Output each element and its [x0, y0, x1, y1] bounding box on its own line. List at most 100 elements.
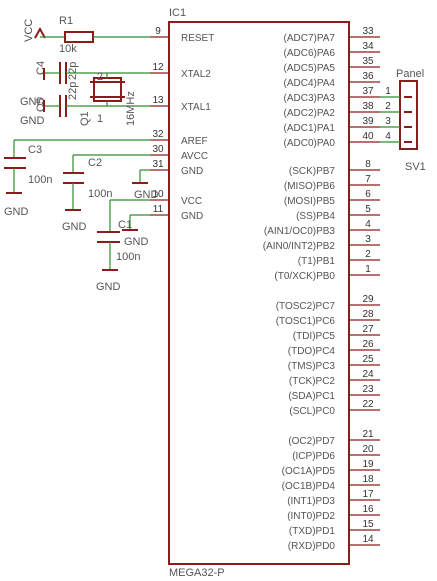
- ic-right-pin-number: 15: [362, 519, 374, 530]
- c1-value: 100n: [116, 251, 140, 263]
- ic-ref: IC1: [169, 7, 186, 19]
- ic-value: MEGA32-P: [169, 567, 225, 579]
- gnd-c3-label: GND: [4, 206, 29, 218]
- ic-right-pin-number: 22: [362, 399, 374, 410]
- ic-left-pin-number: 12: [152, 62, 164, 73]
- ic-right-pin-name: (OC2)PD7: [288, 436, 335, 447]
- ic-left-pin-name: RESET: [181, 33, 214, 44]
- ic-right-pin-number: 5: [365, 204, 371, 215]
- r1-resistor: [64, 31, 94, 43]
- ic-right-pin-number: 26: [362, 339, 374, 350]
- ic-right-pin-number: 18: [362, 474, 374, 485]
- r1-ref: R1: [59, 15, 73, 27]
- gnd-c1-label: GND: [96, 281, 121, 293]
- ic-right-pin-name: (TOSC2)PC7: [276, 301, 336, 312]
- ic-left-pin-name: XTAL2: [181, 69, 211, 80]
- ic-right-pin-name: (ADC6)PA6: [284, 48, 336, 59]
- ic-right-pin-name: (MISO)PB6: [284, 181, 336, 192]
- ic-right-pin-number: 1: [365, 264, 371, 275]
- ic-left-pin-number: 11: [153, 204, 164, 215]
- ic-right-pin-name: (ADC4)PA4: [284, 78, 336, 89]
- ic-right-pin-name: (ADC0)PA0: [284, 138, 336, 149]
- ic-right-pin-name: (AIN0/INT2)PB2: [263, 241, 336, 252]
- ic-right-pin-number: 29: [362, 294, 374, 305]
- connector-ref: SV1: [405, 161, 426, 173]
- ic-left-pins: 9 RESET 12 XTAL2 13 XTAL1 32 AREF 30 AVCC 31 GND 10 V…: [150, 26, 214, 222]
- c5-ref: C5: [35, 98, 47, 112]
- ic-right-pin-name: (INT0)PD2: [287, 511, 335, 522]
- ic-right-pin-name: (TXD)PD1: [289, 526, 336, 537]
- ic-right-pin-number: 2: [365, 249, 371, 260]
- ic-right-pin-name: (TOSC1)PC6: [276, 316, 336, 327]
- ic-right-pin-number: 14: [362, 534, 374, 545]
- connector-pin-number: 3: [385, 116, 391, 127]
- ic-left-pin-number: 13: [152, 95, 164, 106]
- connector-pin-number: 2: [385, 101, 391, 112]
- ic-right-pin-number: 27: [362, 324, 374, 335]
- ic-right-pin-number: 4: [365, 219, 371, 230]
- ic-right-pin-number: 25: [362, 354, 374, 365]
- ic-right-pin-name: (ICP)PD6: [292, 451, 335, 462]
- ic-right-pin-name: (ADC2)PA2: [284, 108, 336, 119]
- ic-right-pin-name: (OC1B)PD4: [282, 481, 336, 492]
- ic-left-pin-name: VCC: [181, 196, 202, 207]
- q1-value: 16MHz: [125, 91, 137, 126]
- ic-right-pin-number: 6: [365, 189, 371, 200]
- ic-right-pin-name: (SCK)PB7: [289, 166, 336, 177]
- connector-pins: 1 2 3 4: [380, 86, 412, 143]
- ic-right-pin-name: (OC1A)PD5: [282, 466, 336, 477]
- q1-pin2: 2: [97, 71, 103, 83]
- ic-left-pin-name: AREF: [181, 136, 208, 147]
- vcc-label: VCC: [23, 19, 35, 42]
- ic-right-pin-name: (T1)PB1: [298, 256, 336, 267]
- ic-right-pin-name: (SS)PB4: [296, 211, 335, 222]
- ic-right-pin-number: 19: [362, 459, 374, 470]
- ic-right-pin-number: 24: [362, 369, 374, 380]
- ic-right-pin-name: (ADC5)PA5: [284, 63, 336, 74]
- ic-right-pin-name: (TMS)PC3: [288, 361, 336, 372]
- ic-left-pin-name: GND: [181, 166, 203, 177]
- ic-right-pin-name: (INT1)PD3: [287, 496, 335, 507]
- ic-right-pin-name: (TDO)PC4: [288, 346, 336, 357]
- ic-right-pin-name: (SCL)PC0: [289, 406, 335, 417]
- ic-left-pin-number: 30: [152, 144, 164, 155]
- gnd-31-label: GND: [134, 189, 159, 201]
- c3-value: 100n: [28, 174, 52, 186]
- r1-value: 10k: [59, 43, 77, 55]
- ic-right-pin-number: 33: [362, 26, 374, 37]
- ic-right-pin-number: 38: [362, 101, 374, 112]
- ic-right-pin-number: 40: [362, 131, 374, 142]
- ic-left-pin-name: XTAL1: [181, 102, 211, 113]
- q1-ref: Q1: [79, 111, 91, 126]
- ic-left-pin-number: 32: [152, 129, 164, 140]
- ic-right-pin-number: 21: [362, 429, 374, 440]
- ic-right-pin-number: 37: [362, 86, 374, 97]
- gnd-11-label: GND: [124, 236, 149, 248]
- q1-pin1: 1: [97, 113, 103, 125]
- ic-body: [168, 21, 350, 565]
- ic-right-pin-name: (TDI)PC5: [293, 331, 336, 342]
- ic-right-pin-name: (ADC7)PA7: [284, 33, 336, 44]
- ic-right-pin-number: 17: [362, 489, 374, 500]
- ic-right-pin-name: (T0/XCK)PB0: [274, 271, 335, 282]
- ic-right-pin-number: 20: [362, 444, 374, 455]
- c3-ref: C3: [28, 144, 42, 156]
- ic-right-pin-number: 35: [362, 56, 374, 67]
- connector-name: Panel: [396, 68, 424, 80]
- ic-right-pin-name: (ADC1)PA1: [284, 123, 336, 134]
- ic-right-pin-number: 34: [362, 41, 374, 52]
- ic-right-pin-name: (ADC3)PA3: [284, 93, 336, 104]
- ic-right-pin-number: 8: [365, 159, 371, 170]
- ic-right-pin-number: 3: [365, 234, 371, 245]
- ic-right-pin-number: 28: [362, 309, 374, 320]
- ic-right-pin-number: 36: [362, 71, 374, 82]
- connector-pin-number: 1: [385, 86, 391, 97]
- ic-left-pin-number: 10: [152, 189, 164, 200]
- c2-ref: C2: [88, 157, 102, 169]
- ic-right-pin-name: (RXD)PD0: [288, 541, 336, 552]
- c1-ref: C1: [118, 219, 132, 231]
- c4-value: 22p: [67, 62, 79, 80]
- ic-left-pin-name: AVCC: [181, 151, 208, 162]
- ic-right-pin-number: 7: [365, 174, 371, 185]
- gnd-c2-label: GND: [62, 221, 87, 233]
